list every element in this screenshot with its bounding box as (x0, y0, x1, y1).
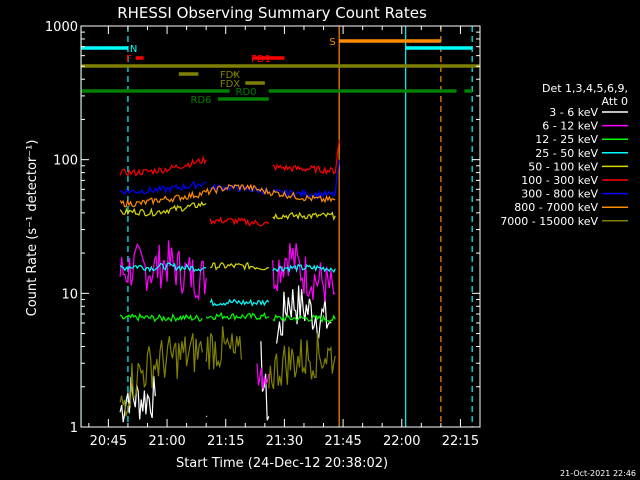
x-tick-label-2: 21:15 (207, 434, 244, 449)
flag-label-7: RD0 (236, 87, 257, 98)
legend-entry-4: 50 - 100 keV (528, 160, 598, 173)
legend-entry-5: 100 - 300 keV (521, 174, 598, 187)
series-1-segment-0 (119, 240, 207, 302)
series-8 (119, 326, 336, 417)
x-tick-label-4: 21:45 (324, 434, 361, 449)
x-tick-label-5: 22:00 (383, 434, 420, 449)
series-5-segment-0 (119, 154, 207, 177)
legend-header-2: Att 0 (602, 95, 628, 108)
series-8-segment-1 (205, 326, 242, 370)
series-4-segment-2 (272, 211, 336, 221)
series-1-segment-1 (256, 363, 270, 389)
series-3-segment-1 (209, 298, 270, 307)
legend-entry-3: 25 - 50 keV (535, 147, 598, 160)
flag-label-1: F (126, 54, 132, 65)
series-0-segment-3 (276, 285, 332, 344)
series-2-segment-2 (272, 314, 336, 323)
series-7-segment-0 (119, 183, 336, 208)
y-tick-label-0: 1 (70, 421, 78, 436)
series-4-segment-0 (119, 201, 207, 217)
series-1 (119, 240, 336, 389)
chart-title: RHESSI Observing Summary Count Rates (117, 4, 427, 22)
series-4 (119, 201, 336, 271)
legend-entry-1: 6 - 12 keV (542, 120, 598, 133)
flag-label-8: RD6 (191, 95, 212, 106)
series-8-segment-0 (119, 333, 203, 417)
series-2 (119, 311, 336, 323)
y-tick-label-2: 100 (53, 154, 78, 169)
x-tick-label-6: 22:15 (442, 434, 479, 449)
y-axis-label: Count Rate (s⁻¹ detector⁻¹) (25, 140, 40, 317)
plot-frame (80, 25, 481, 428)
legend-entry-0: 3 - 6 keV (549, 106, 598, 119)
series-1-segment-2 (272, 243, 336, 302)
legend-entry-2: 12 - 25 keV (535, 133, 598, 146)
series-7 (119, 183, 336, 208)
series-3 (119, 262, 336, 307)
legend-entry-7: 800 - 7000 keV (514, 201, 598, 214)
flag-label-5: FDX (220, 70, 240, 81)
series-6-segment-0 (119, 181, 207, 196)
series-5-segment-2 (272, 140, 340, 175)
axis-ticks: 20:45 21:00 21:15 21:30 21:45 22:00 22:15 1 10 10… (45, 20, 480, 449)
legend-entry-6: 300 - 800 keV (521, 188, 598, 201)
series-5 (119, 140, 340, 227)
series-3-segment-0 (119, 262, 207, 273)
x-axis-label: Start Time (24-Dec-12 20:38:02) (176, 456, 388, 471)
series-5-segment-1 (209, 216, 270, 227)
series-0-segment-0 (119, 375, 156, 423)
flag-label-3: S (329, 37, 335, 48)
footer-timestamp: 21-Oct-2021 22:46 (560, 469, 636, 478)
y-tick-label-1: 10 (61, 287, 78, 302)
flag-label-0: N (130, 44, 137, 55)
x-tick-label-0: 20:45 (90, 434, 127, 449)
series-2-segment-0 (119, 312, 203, 323)
y-tick-label-3: 1000 (45, 20, 78, 35)
series-2-segment-1 (205, 311, 270, 322)
x-tick-label-1: 21:00 (148, 434, 185, 449)
flag-label-6: FDX (220, 79, 240, 90)
series-4-segment-1 (209, 261, 269, 271)
x-tick-label-3: 21:30 (266, 434, 303, 449)
legend-entry-8: 7000 - 15000 keV (500, 215, 598, 228)
series-3-segment-2 (272, 263, 336, 273)
legend-header-1: Det 1,3,4,5,6,9, (542, 82, 628, 95)
flag-label-2: FD1 (251, 54, 271, 65)
series-8-segment-2 (268, 332, 336, 390)
